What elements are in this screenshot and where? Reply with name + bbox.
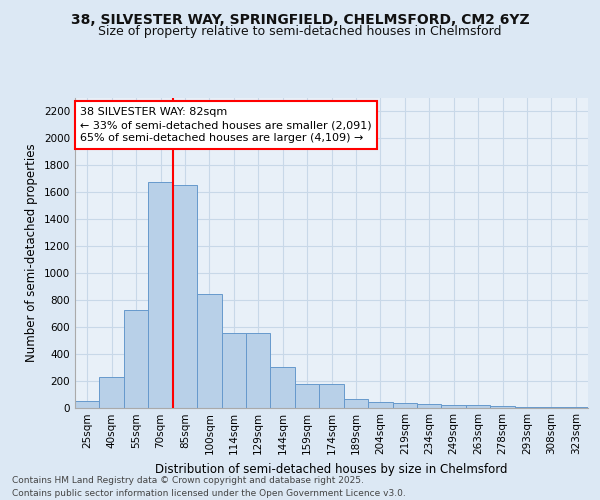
Bar <box>392 403 417 407</box>
Bar <box>442 406 466 407</box>
Bar <box>417 404 442 407</box>
Bar <box>295 384 319 407</box>
Bar <box>539 407 563 408</box>
Bar <box>490 406 515 407</box>
Bar <box>100 377 124 408</box>
Text: Size of property relative to semi-detached houses in Chelmsford: Size of property relative to semi-detach… <box>98 25 502 38</box>
Text: 38, SILVESTER WAY, SPRINGFIELD, CHELMSFORD, CM2 6YZ: 38, SILVESTER WAY, SPRINGFIELD, CHELMSFO… <box>71 12 529 26</box>
Bar <box>197 294 221 408</box>
Bar <box>148 182 173 408</box>
Bar <box>221 332 246 407</box>
Bar <box>466 406 490 407</box>
Bar <box>344 400 368 407</box>
Bar <box>271 367 295 408</box>
Text: Contains HM Land Registry data © Crown copyright and database right 2025.
Contai: Contains HM Land Registry data © Crown c… <box>12 476 406 498</box>
Bar <box>124 310 148 408</box>
X-axis label: Distribution of semi-detached houses by size in Chelmsford: Distribution of semi-detached houses by … <box>155 463 508 476</box>
Bar <box>173 185 197 408</box>
Text: 38 SILVESTER WAY: 82sqm
← 33% of semi-detached houses are smaller (2,091)
65% of: 38 SILVESTER WAY: 82sqm ← 33% of semi-de… <box>80 107 372 143</box>
Bar <box>515 407 539 408</box>
Bar <box>319 384 344 407</box>
Bar <box>368 402 392 407</box>
Y-axis label: Number of semi-detached properties: Number of semi-detached properties <box>25 143 38 362</box>
Bar <box>75 402 100 407</box>
Bar <box>246 332 271 407</box>
